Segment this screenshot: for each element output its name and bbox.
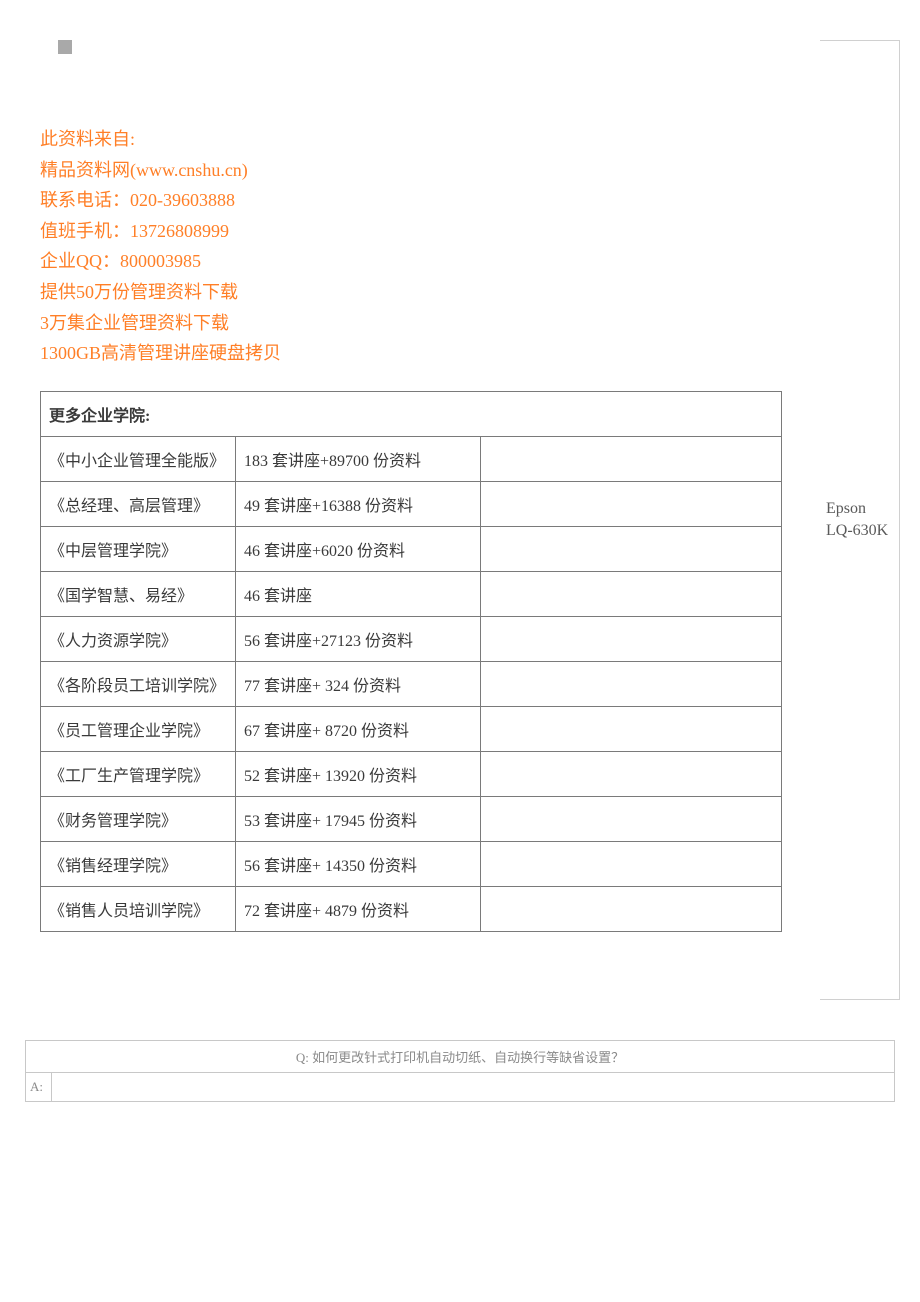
table-row: 《国学智慧、易经》 46 套讲座 — [41, 571, 782, 616]
course-detail: 46 套讲座+6020 份资料 — [236, 526, 481, 571]
square-marker — [58, 40, 72, 54]
contact-block: 此资料来自: 精品资料网(www.cnshu.cn) 联系电话：020-3960… — [40, 124, 820, 369]
table-row: 《财务管理学院》 53 套讲座+ 17945 份资料 — [41, 796, 782, 841]
course-name: 《人力资源学院》 — [41, 616, 236, 661]
course-name: 《工厂生产管理学院》 — [41, 751, 236, 796]
qa-answer-label: A: — [26, 1073, 52, 1102]
course-name: 《员工管理企业学院》 — [41, 706, 236, 751]
course-extra — [481, 571, 782, 616]
table-row: 《中小企业管理全能版》 183 套讲座+89700 份资料 — [41, 436, 782, 481]
course-detail: 49 套讲座+16388 份资料 — [236, 481, 481, 526]
qa-answer-content — [52, 1073, 895, 1102]
course-extra — [481, 751, 782, 796]
course-detail: 56 套讲座+27123 份资料 — [236, 616, 481, 661]
sidebar-text: Epson LQ-630K — [826, 498, 893, 543]
table-row: 《工厂生产管理学院》 52 套讲座+ 13920 份资料 — [41, 751, 782, 796]
qa-answer-row: A: — [26, 1073, 895, 1102]
qa-table: Q: 如何更改针式打印机自动切纸、自动换行等缺省设置？ A: — [25, 1040, 895, 1102]
table-row: 《人力资源学院》 56 套讲座+27123 份资料 — [41, 616, 782, 661]
contact-line: 此资料来自: — [40, 124, 820, 155]
contact-line: 3万集企业管理资料下载 — [40, 308, 820, 339]
course-detail: 77 套讲座+ 324 份资料 — [236, 661, 481, 706]
course-name: 《国学智慧、易经》 — [41, 571, 236, 616]
course-detail: 72 套讲座+ 4879 份资料 — [236, 886, 481, 931]
course-name: 《财务管理学院》 — [41, 796, 236, 841]
contact-line: 值班手机：13726808999 — [40, 216, 820, 247]
course-detail: 53 套讲座+ 17945 份资料 — [236, 796, 481, 841]
course-extra — [481, 886, 782, 931]
course-name: 《销售经理学院》 — [41, 841, 236, 886]
course-detail: 56 套讲座+ 14350 份资料 — [236, 841, 481, 886]
course-extra — [481, 616, 782, 661]
course-name: 《销售人员培训学院》 — [41, 886, 236, 931]
course-extra — [481, 481, 782, 526]
course-name: 《中小企业管理全能版》 — [41, 436, 236, 481]
course-detail: 52 套讲座+ 13920 份资料 — [236, 751, 481, 796]
course-name: 《各阶段员工培训学院》 — [41, 661, 236, 706]
contact-line: 1300GB高清管理讲座硬盘拷贝 — [40, 338, 820, 369]
contact-line: 提供50万份管理资料下载 — [40, 277, 820, 308]
qa-question-row: Q: 如何更改针式打印机自动切纸、自动换行等缺省设置？ — [26, 1041, 895, 1073]
course-detail: 46 套讲座 — [236, 571, 481, 616]
course-detail: 67 套讲座+ 8720 份资料 — [236, 706, 481, 751]
course-extra — [481, 796, 782, 841]
table-row: 《中层管理学院》 46 套讲座+6020 份资料 — [41, 526, 782, 571]
course-extra — [481, 661, 782, 706]
course-detail: 183 套讲座+89700 份资料 — [236, 436, 481, 481]
table-row: 《销售经理学院》 56 套讲座+ 14350 份资料 — [41, 841, 782, 886]
contact-line: 精品资料网(www.cnshu.cn) — [40, 155, 820, 186]
contact-line: 企业QQ：800003985 — [40, 246, 820, 277]
table-row: 《销售人员培训学院》 72 套讲座+ 4879 份资料 — [41, 886, 782, 931]
contact-line: 联系电话：020-39603888 — [40, 185, 820, 216]
qa-question: Q: 如何更改针式打印机自动切纸、自动换行等缺省设置？ — [26, 1041, 895, 1073]
course-extra — [481, 436, 782, 481]
table-row: 《员工管理企业学院》 67 套讲座+ 8720 份资料 — [41, 706, 782, 751]
table-header: 更多企业学院: — [41, 391, 782, 436]
course-extra — [481, 706, 782, 751]
table-row: 《各阶段员工培训学院》 77 套讲座+ 324 份资料 — [41, 661, 782, 706]
course-extra — [481, 841, 782, 886]
sidebar: Epson LQ-630K — [820, 40, 900, 1000]
course-name: 《总经理、高层管理》 — [41, 481, 236, 526]
table-row: 《总经理、高层管理》 49 套讲座+16388 份资料 — [41, 481, 782, 526]
table-header-row: 更多企业学院: — [41, 391, 782, 436]
course-extra — [481, 526, 782, 571]
course-name: 《中层管理学院》 — [41, 526, 236, 571]
course-table: 更多企业学院: 《中小企业管理全能版》 183 套讲座+89700 份资料 《总… — [40, 391, 782, 932]
